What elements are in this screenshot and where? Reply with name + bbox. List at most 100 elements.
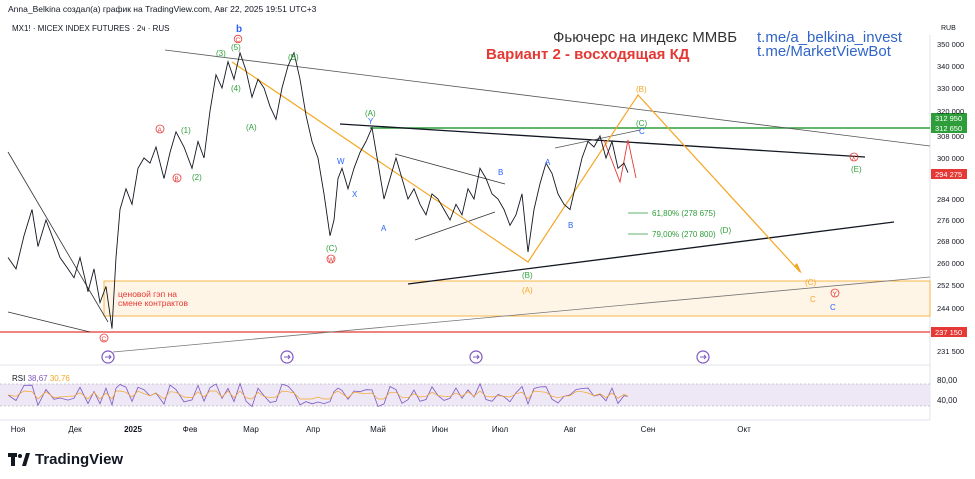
wave-label-X-red: X [852,155,857,162]
wave-circle-X-red [849,152,859,162]
wave-label-A-orange: (A) [522,286,533,295]
price-tick-0: 350 000 [937,40,964,49]
rsi-band [0,384,930,406]
event-markers[interactable] [101,350,710,364]
wave-labels: b C (5) (3) (4) (A) (B) (1) (2) A B C (C… [99,24,862,343]
fib-79-label: 79,00% (270 800) [652,230,716,239]
telegram-link-2[interactable]: t.me/MarketViewBot [757,43,891,60]
wave-label-b-top: b [236,24,242,35]
wave-circle-W-red [326,254,336,264]
channel-line-b [414,211,496,241]
price-tick-2: 330 000 [937,84,964,93]
price-tag-bg-2 [931,169,967,179]
wave-label-1: (1) [181,126,191,135]
event-marker-3 [469,350,483,364]
price-tick-10: 252 500 [937,281,964,290]
wave-label-B-bottom: (B) [522,271,533,280]
time-tick-6: Май [370,425,386,434]
wave-projection-path [231,61,801,273]
price-series-line [7,51,629,329]
price-tag-3: 237 150 [935,328,962,337]
wave-label-C-blue2: C [830,303,836,312]
trendline-long-support [112,276,931,353]
wave-label-3: (3) [216,49,226,58]
event-marker-1-arrow [105,354,112,360]
wave-label-2: (2) [192,173,202,182]
price-tag-1: 312 650 [935,124,962,133]
chart-title: Фьючерс на индекс ММВБ [553,29,738,46]
time-tick-2: 2025 [124,425,142,434]
rsi-tick-80: 80,00 [937,376,958,385]
wave-circle-c-top [233,34,243,44]
price-tick-4: 308 000 [937,132,964,141]
time-tick-4: Мар [243,425,259,434]
wave-label-B-orange: (B) [636,85,647,94]
trendline-upper [164,49,931,147]
event-marker-3-arrow [473,354,480,360]
time-tick-5: Апр [306,425,321,434]
time-tick-3: Фев [183,425,198,434]
symbol-line: MX1! · MICEX INDEX FUTURES · 2ч · RUS [12,24,170,33]
event-marker-4-arrow [700,354,707,360]
rsi-value: 38,67 [27,374,48,383]
price-tick-9: 260 000 [937,259,964,268]
wave-label-D-green: (D) [720,226,731,235]
price-tick-1: 340 000 [937,62,964,71]
price-tag-2: 294 275 [935,170,962,179]
wave-label-C-green2: (C) [636,119,647,128]
price-axis[interactable]: 350 000 340 000 330 000 320 000 308 000 300 0… [937,40,964,356]
time-tick-7: Июн [432,425,448,434]
tradingview-brand[interactable]: TradingView [8,451,123,468]
wave-label-A-green: (A) [246,123,257,132]
price-tick-8: 268 000 [937,237,964,246]
wave-label-A-blue: A [381,224,387,233]
event-marker-2 [280,350,294,364]
wave-label-C-green: (C) [326,244,337,253]
price-tick-5: 300 000 [937,154,964,163]
wave-label-W-red: W [328,257,335,264]
time-tick-9: Авг [564,425,577,434]
wave-label-E-green: (E) [851,165,862,174]
time-axis[interactable]: Ноя Дек 2025 Фев Мар Апр Май Июн Июл Авг Сен Окт [11,425,751,434]
price-tick-11: 244 000 [937,304,964,313]
gap-label-line1: ценовой гэп на [118,289,177,299]
event-marker-4 [696,350,710,364]
time-tick-0: Ноя [11,425,26,434]
trendline-early-base [7,311,91,333]
wave-circle-C-red [99,333,109,343]
wave-label-C-red: C [102,336,107,343]
time-tick-11: Окт [737,425,751,434]
wave-label-c-top: C [236,37,241,44]
brand-name: TradingView [35,451,124,468]
wave-label-C-orange: (C) [805,278,816,287]
price-tag-bg-3 [931,327,967,337]
wave-label-4: (4) [231,84,241,93]
wave-label-x-blue: X [352,190,358,199]
rsi-legend: RSI 38,67 30,76 [12,374,70,383]
channel-line-c [554,129,641,149]
wave-circle-B-red [172,173,182,183]
wave-label-B-blue: B [498,168,503,177]
wave-label-C-blue: C [639,127,645,136]
price-tick-3: 320 000 [937,107,964,116]
telegram-link-1[interactable]: t.me/a_belkina_invest [757,29,903,46]
currency-label: RUB [941,25,956,32]
wave-label-A-blue2: A [545,158,551,167]
tradingview-logo-icon [8,453,30,466]
price-tag-0: 312 950 [935,114,962,123]
wave-label-B-green: (B) [288,53,299,62]
wave-label-A-top: (A) [365,109,376,118]
price-tick-6: 284 000 [937,195,964,204]
wave-label-B-red: B [175,176,179,183]
wave-label-y-blue: Y [368,117,374,126]
chart-subtitle: Вариант 2 - восходящая КД [486,46,690,63]
wave-label-B-blue2: B [568,221,573,230]
price-tag-bg-0 [931,113,967,123]
price-tag-bg-1 [931,123,967,133]
wave-label-A-red: A [158,127,163,134]
price-tick-12: 231 500 [937,347,964,356]
time-tick-8: Июл [492,425,509,434]
event-marker-2-arrow [284,354,291,360]
